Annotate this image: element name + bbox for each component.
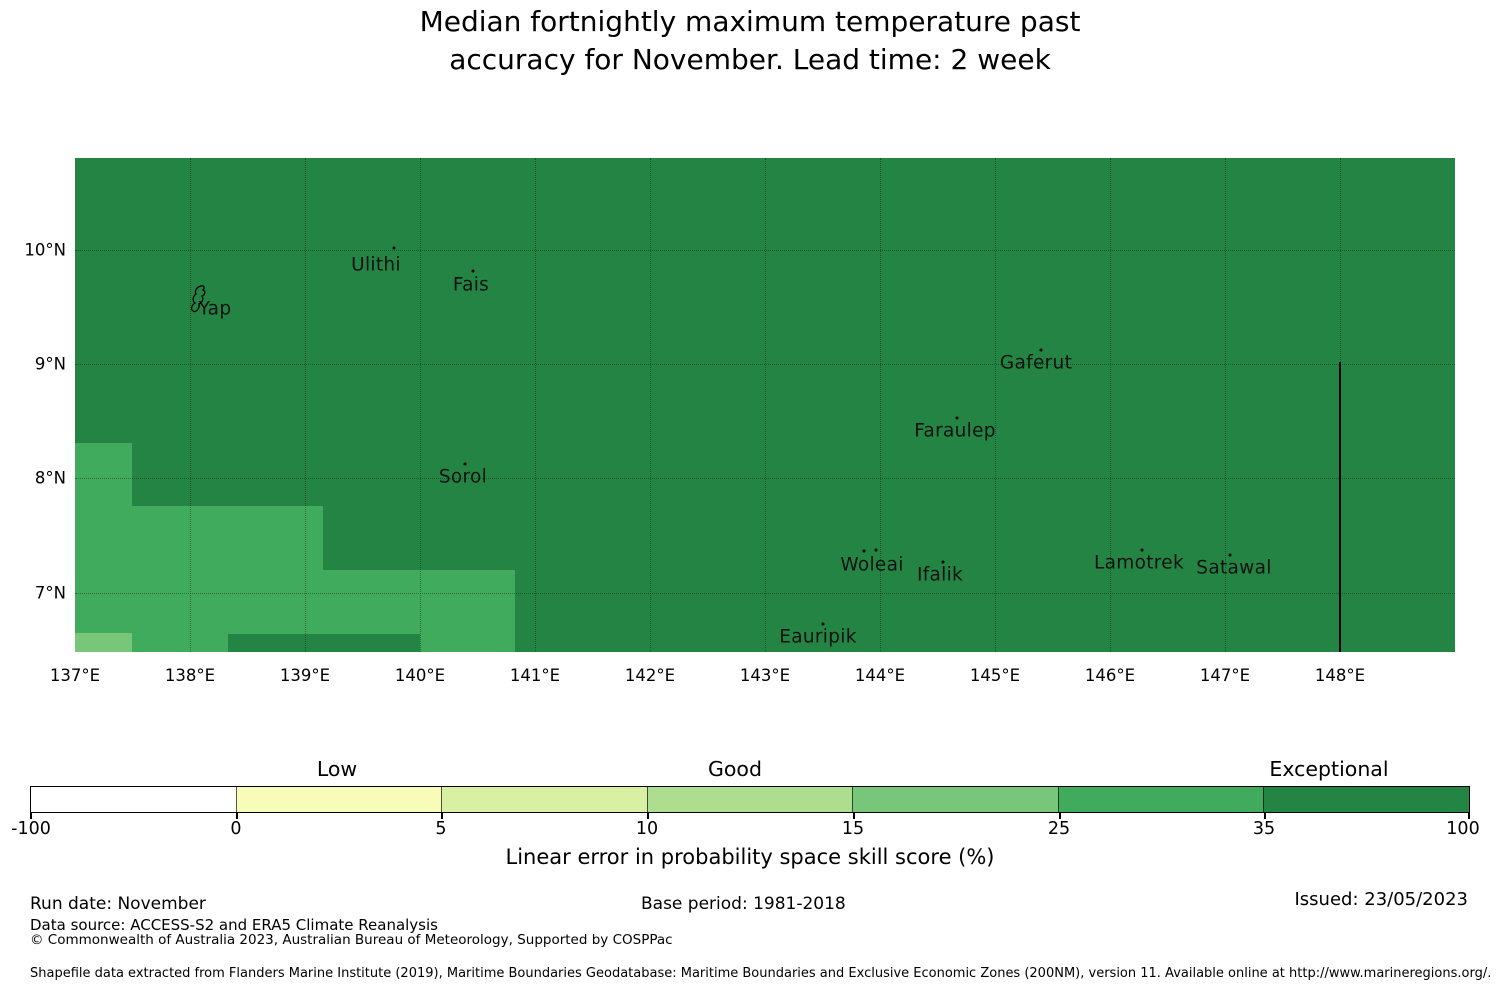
gridline-145e bbox=[995, 158, 996, 652]
y-tick-8n: 8°N bbox=[34, 468, 66, 488]
colorbar-tick-0: 0 bbox=[230, 819, 242, 839]
island-marker-woleai-1 bbox=[862, 549, 866, 553]
x-tick-144e: 144°E bbox=[854, 666, 906, 685]
x-tick-143e: 143°E bbox=[739, 666, 791, 685]
colorbar-segment-35-100 bbox=[1263, 787, 1470, 812]
colorbar-tick-5: 5 bbox=[435, 819, 447, 839]
x-tick-139e: 139°E bbox=[279, 666, 331, 685]
island-marker-ulithi bbox=[392, 246, 396, 250]
colorbar-segment-25-35 bbox=[1057, 787, 1264, 812]
x-tick-142e: 142°E bbox=[624, 666, 676, 685]
colorbar-category-exceptional: Exceptional bbox=[1269, 757, 1389, 781]
gridline-143e bbox=[765, 158, 766, 652]
island-label-fais: Fais bbox=[452, 274, 490, 296]
island-label-lamotrek: Lamotrek bbox=[1094, 552, 1184, 574]
x-tick-141e: 141°E bbox=[509, 666, 561, 685]
island-label-woleai: Woleai bbox=[840, 554, 904, 576]
island-marker-sorol bbox=[463, 462, 467, 466]
island-marker-lamotrek bbox=[1140, 548, 1144, 552]
island-label-sorol: Sorol bbox=[438, 466, 488, 488]
colorbar-tick-35: 35 bbox=[1252, 819, 1276, 839]
colorbar-tickmark-5 bbox=[441, 813, 443, 819]
footer-copyright: © Commonwealth of Australia 2023, Austra… bbox=[30, 932, 673, 948]
island-label-yap: Yap bbox=[198, 298, 232, 320]
island-marker-gaferut bbox=[1039, 348, 1043, 352]
gridline-142e bbox=[650, 158, 651, 652]
gridline-140e bbox=[420, 158, 421, 652]
region-bin-15-25-corner bbox=[75, 633, 132, 652]
colorbar-tick-10: 10 bbox=[635, 819, 659, 839]
gridline-9n bbox=[75, 364, 1455, 365]
colorbar-segment-0-5 bbox=[235, 787, 442, 812]
island-marker-woleai-2 bbox=[874, 548, 878, 552]
colorbar-tickmark-10 bbox=[647, 813, 649, 819]
x-tick-145e: 145°E bbox=[969, 666, 1021, 685]
colorbar-segment-5-10 bbox=[441, 787, 647, 812]
island-marker-ifalik bbox=[941, 560, 945, 564]
x-tick-148e: 148°E bbox=[1314, 666, 1366, 685]
island-label-gaferut: Gaferut bbox=[999, 352, 1073, 374]
x-tick-147e: 147°E bbox=[1199, 666, 1251, 685]
footer-base-period: Base period: 1981-2018 bbox=[641, 894, 846, 914]
y-tick-9n: 9°N bbox=[34, 354, 66, 374]
region-bin-35-100-bottom-strip bbox=[228, 634, 420, 652]
colorbar-tickmark-100 bbox=[1468, 813, 1470, 819]
colorbar-segment-10-15 bbox=[646, 787, 853, 812]
gridline-141e bbox=[535, 158, 536, 652]
colorbar-segment-15-25 bbox=[852, 787, 1058, 812]
x-tick-140e: 140°E bbox=[394, 666, 446, 685]
colorbar-category-low: Low bbox=[316, 757, 358, 781]
colorbar-category-good: Good bbox=[708, 757, 762, 781]
gridline-147e bbox=[1225, 158, 1226, 652]
gridline-146e bbox=[1110, 158, 1111, 652]
island-marker-eauripik bbox=[821, 622, 825, 626]
x-tick-146e: 146°E bbox=[1084, 666, 1136, 685]
island-marker-faraulep bbox=[955, 416, 959, 420]
x-tick-137e: 137°E bbox=[49, 666, 101, 685]
gridline-10n bbox=[75, 250, 1455, 251]
colorbar-tickmark-0 bbox=[236, 813, 238, 819]
chart-title: Median fortnightly maximum temperature p… bbox=[0, 3, 1500, 79]
colorbar-tickmark-25 bbox=[1059, 813, 1061, 819]
island-label-faraulep: Faraulep bbox=[914, 420, 996, 442]
y-tick-7n: 7°N bbox=[34, 583, 66, 603]
footer-shapefile-attribution: Shapefile data extracted from Flanders M… bbox=[30, 966, 1492, 981]
gridline-138e bbox=[190, 158, 191, 652]
island-label-satawal: Satawal bbox=[1196, 557, 1272, 579]
footer-data-source: Data source: ACCESS-S2 and ERA5 Climate … bbox=[30, 916, 438, 934]
colorbar-axis-label: Linear error in probability space skill … bbox=[505, 845, 995, 869]
map-plot-area: Yap Ulithi Fais Sorol Gaferut Faraulep W… bbox=[75, 158, 1455, 652]
colorbar-tick-25: 25 bbox=[1047, 819, 1071, 839]
gridline-139e bbox=[305, 158, 306, 652]
colorbar-tickmark-neg100 bbox=[30, 813, 32, 819]
yap-island-shape bbox=[190, 285, 206, 313]
chart-title-line1: Median fortnightly maximum temperature p… bbox=[419, 5, 1081, 38]
colorbar-tick-100: 100 bbox=[1446, 819, 1480, 839]
colorbar-tickmark-35 bbox=[1264, 813, 1266, 819]
footer-run-date: Run date: November bbox=[30, 894, 206, 914]
colorbar bbox=[30, 786, 1470, 813]
island-label-eauripik: Eauripik bbox=[779, 626, 857, 648]
colorbar-tick-15: 15 bbox=[841, 819, 865, 839]
island-label-ifalik: Ifalik bbox=[916, 564, 964, 586]
gridline-144e bbox=[880, 158, 881, 652]
y-tick-10n: 10°N bbox=[24, 240, 66, 260]
x-tick-138e: 138°E bbox=[164, 666, 216, 685]
colorbar-segment-neg100-0 bbox=[31, 787, 236, 812]
island-label-ulithi: Ulithi bbox=[351, 254, 401, 276]
island-marker-fais bbox=[471, 269, 475, 273]
chart-title-line2: accuracy for November. Lead time: 2 week bbox=[449, 43, 1051, 76]
colorbar-tick-neg100: -100 bbox=[11, 819, 51, 839]
gridline-7n bbox=[75, 593, 1455, 594]
gridline-8n bbox=[75, 478, 1455, 479]
island-marker-satawal bbox=[1228, 553, 1232, 557]
colorbar-tickmark-15 bbox=[853, 813, 855, 819]
eez-boundary-line bbox=[1339, 362, 1341, 652]
footer-issued-date: Issued: 23/05/2023 bbox=[1294, 889, 1468, 910]
